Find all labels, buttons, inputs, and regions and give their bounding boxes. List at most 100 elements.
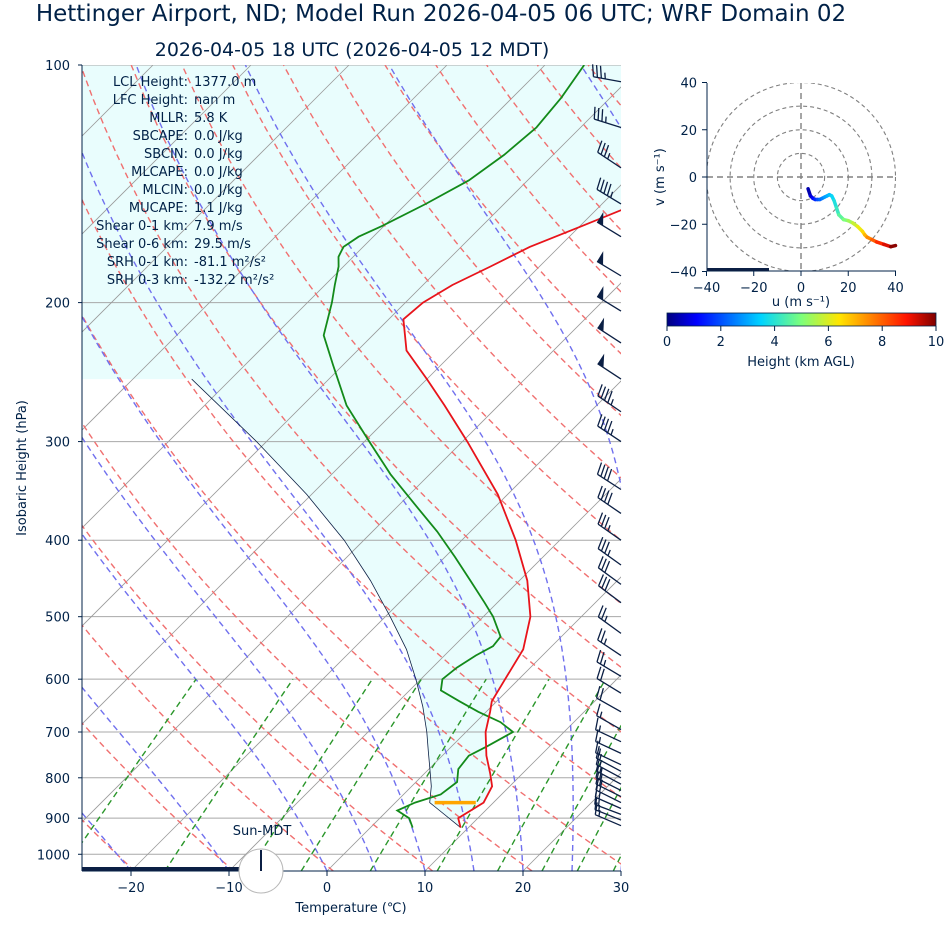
profile-lines <box>191 65 621 828</box>
isotherm-line <box>82 65 546 529</box>
figure-title: Hettinger Airport, ND; Model Run 2026-04… <box>36 1 846 27</box>
hodograph-ticks: −40−40 −20 −20 0 0 20 20 40 40 <box>670 77 904 297</box>
dry-adiabat-line <box>842 65 945 871</box>
dry-adiabat-line <box>82 624 334 871</box>
dry-adiabat-line <box>791 65 945 871</box>
pressure-tick-label: 300 <box>45 436 70 451</box>
wind-barb <box>596 177 622 205</box>
hodograph-u-tick-label: −40 <box>693 281 720 296</box>
wind-barb <box>593 106 622 129</box>
temperature-tick-label: 10 <box>417 881 434 896</box>
stat-label: LFC Height: <box>113 93 188 108</box>
stats-panel: LCL Height: 1377.0 m LFC Height: nan m MLLR:… <box>96 75 274 288</box>
wind-barb <box>596 286 622 312</box>
temperature-tick-label: −10 <box>215 881 242 896</box>
colorbar-tick-label: 0 <box>663 335 671 350</box>
mixing-ratio-line <box>576 786 621 871</box>
wind-barb <box>597 353 622 380</box>
hodograph-ring <box>707 83 896 271</box>
wind-barb <box>597 605 622 634</box>
dry-adiabat-line <box>130 65 621 669</box>
wind-barb <box>596 666 622 694</box>
dry-adiabat-line <box>639 65 945 871</box>
skewt-y-label: Isobaric Height (hPa) <box>15 400 30 536</box>
dry-adiabat-line <box>181 65 621 605</box>
dry-adiabat-line <box>82 67 621 733</box>
pressure-tick-label: 700 <box>45 726 70 741</box>
wind-barb <box>597 628 622 657</box>
mixing-ratio-line <box>164 678 294 871</box>
dry-adiabat-line <box>282 65 621 479</box>
temperature-line <box>402 209 621 828</box>
temperature-tick-label: 0 <box>323 881 331 896</box>
moist-adiabats <box>82 65 621 871</box>
wind-barb <box>596 211 622 238</box>
stat-label: LCL Height: <box>113 75 188 90</box>
dry-adiabat-line <box>82 313 621 865</box>
skewt-bottom-band <box>82 867 252 871</box>
dry-adiabat-line <box>82 524 434 871</box>
hodograph-v-tick-label: −20 <box>670 218 697 233</box>
isotherm-line <box>326 576 621 871</box>
wind-barb <box>596 649 622 677</box>
pressure-tick-label: 800 <box>45 772 70 787</box>
colorbar-gradient <box>666 312 937 327</box>
wind-barb <box>596 462 622 491</box>
colorbar-ticks: 0 2 4 6 8 10 <box>663 326 944 350</box>
temperature-tick-label: −20 <box>117 881 144 896</box>
stat-value: 0.0 J/kg <box>194 165 243 180</box>
isotherm-grid <box>82 65 621 871</box>
isotherm-line <box>82 86 621 627</box>
stat-value: nan m <box>194 93 235 108</box>
hodograph-u-tick-label: 40 <box>887 281 904 296</box>
wind-barb <box>594 717 622 743</box>
stat-value: 0.0 J/kg <box>194 147 243 162</box>
mixing-ratio-line <box>541 724 621 871</box>
colorbar-tick-label: 8 <box>878 335 886 350</box>
stat-value: 29.5 m/s <box>194 237 251 252</box>
pressure-tick-label: 500 <box>45 611 70 626</box>
isotherm-line <box>424 674 621 871</box>
pressure-tick-label: 400 <box>45 534 70 549</box>
isotherm-line <box>130 380 621 871</box>
hodograph-bottom-band <box>707 268 769 271</box>
stat-label: MLLR: <box>149 111 188 126</box>
mixing-ratio-line <box>612 854 621 871</box>
isotherm-line <box>228 478 621 871</box>
skewt-x-label: Temperature (℃) <box>294 901 406 916</box>
dry-adiabat-line <box>82 721 235 871</box>
moist-adiabat-line <box>82 532 328 871</box>
moist-adiabat-line <box>82 150 475 871</box>
pressure-ticks: 100 200 300 400 500 600 700 800 900 1000 <box>37 59 82 863</box>
stat-label: Shear 0-6 km: <box>96 237 188 252</box>
stat-label: MUCAPE: <box>129 201 188 216</box>
parcel-profile-line <box>191 378 461 828</box>
stat-label: MLCAPE: <box>131 165 188 180</box>
wind-barb <box>597 485 622 515</box>
wind-barb <box>591 64 622 83</box>
stat-label: SRH 0-3 km: <box>107 273 188 288</box>
hodograph-x-label: u (m s⁻¹) <box>772 295 830 310</box>
pressure-tick-label: 1000 <box>37 848 70 863</box>
stat-value: -132.2 m²/s² <box>194 273 274 288</box>
stat-value: -81.1 m²/s² <box>194 255 266 270</box>
hodograph-v-tick-label: 20 <box>680 124 697 139</box>
stat-label: SBCAPE: <box>133 129 188 144</box>
colorbar-tick-label: 4 <box>770 335 778 350</box>
colorbar-tick-label: 6 <box>824 335 832 350</box>
dry-adiabat-line <box>82 197 621 799</box>
wind-barb <box>597 556 622 585</box>
stat-value: 0.0 J/kg <box>194 183 243 198</box>
hodograph-u-tick-label: −20 <box>740 281 767 296</box>
wind-barb <box>597 414 622 443</box>
wind-barbs <box>591 64 622 827</box>
wind-barb <box>597 512 622 541</box>
wind-barb <box>597 140 622 169</box>
hodograph-v-tick-label: 40 <box>680 77 697 92</box>
stat-value: 7.9 m/s <box>194 219 243 234</box>
dry-adiabat-line <box>82 421 533 871</box>
stat-label: SBCIN: <box>144 147 188 162</box>
mixing-ratio-line <box>82 678 197 844</box>
wind-barb <box>594 729 622 754</box>
temperature-tick-label: 30 <box>613 881 630 896</box>
